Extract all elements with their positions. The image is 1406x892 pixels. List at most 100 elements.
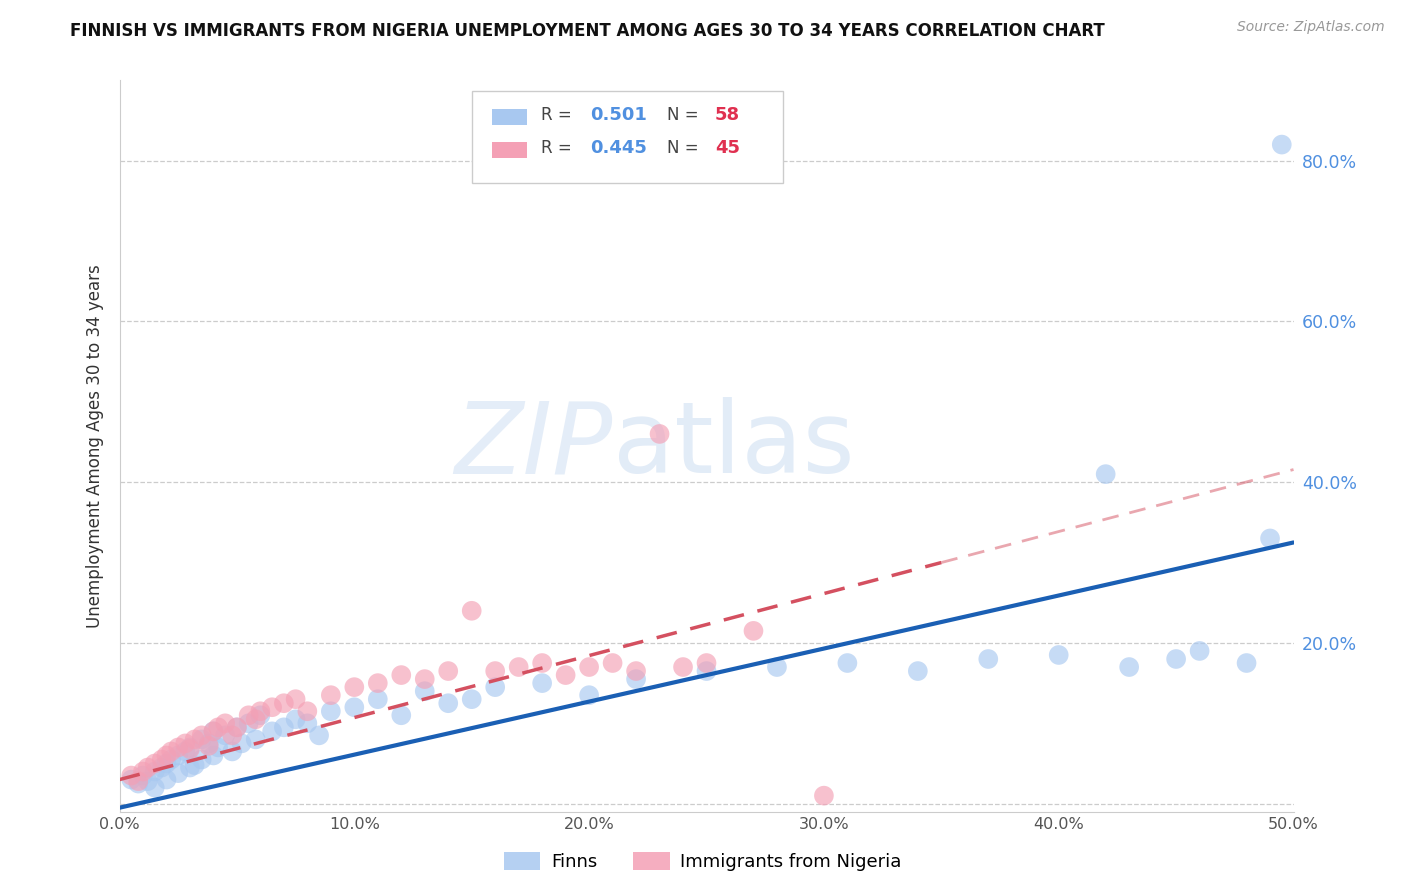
Point [136, 774, 159, 789]
Point [1258, 532, 1281, 546]
Point [1164, 652, 1187, 666]
Point [602, 656, 624, 670]
Point [132, 768, 155, 782]
Point [190, 732, 212, 747]
Point [197, 736, 219, 750]
Point [343, 700, 366, 714]
Text: ZIP: ZIP [454, 398, 613, 494]
Point [297, 704, 319, 718]
Point [837, 656, 859, 670]
Point [155, 748, 177, 763]
Point [578, 660, 600, 674]
Point [319, 688, 342, 702]
Point [202, 748, 225, 763]
Y-axis label: Unemployment Among Ages 30 to 34 years: Unemployment Among Ages 30 to 34 years [86, 264, 104, 628]
Point [367, 676, 389, 690]
Point [155, 756, 177, 771]
Point [648, 426, 671, 441]
Point [160, 744, 183, 758]
Point [179, 742, 201, 756]
Point [1236, 656, 1258, 670]
Point [1094, 467, 1116, 482]
Point [554, 668, 576, 682]
Point [245, 712, 267, 726]
Point [167, 748, 190, 763]
Point [696, 656, 718, 670]
Point [284, 692, 307, 706]
FancyBboxPatch shape [492, 109, 527, 125]
Point [225, 720, 249, 734]
Point [127, 774, 149, 789]
Point [977, 652, 1000, 666]
Point [174, 744, 197, 758]
Point [120, 772, 142, 787]
Point [297, 716, 319, 731]
Point [1188, 644, 1211, 658]
Point [766, 660, 789, 674]
Point [207, 720, 229, 734]
Point [907, 664, 929, 678]
Point [367, 692, 389, 706]
Point [249, 708, 271, 723]
Point [238, 708, 260, 723]
Point [1047, 648, 1070, 662]
Point [136, 760, 159, 774]
Point [813, 789, 835, 803]
Point [197, 739, 219, 753]
Point [190, 752, 212, 766]
Point [273, 696, 295, 710]
Point [531, 676, 554, 690]
Point [742, 624, 765, 638]
Point [202, 724, 225, 739]
Text: 58: 58 [714, 105, 740, 124]
Point [437, 664, 460, 678]
Text: Source: ZipAtlas.com: Source: ZipAtlas.com [1237, 20, 1385, 34]
Point [624, 664, 647, 678]
Text: R =: R = [541, 105, 576, 124]
Point [155, 772, 177, 787]
Point [249, 704, 271, 718]
Point [143, 764, 166, 779]
Point [308, 728, 330, 742]
Text: N =: N = [666, 138, 703, 157]
Point [262, 724, 284, 739]
Point [179, 760, 201, 774]
Point [167, 740, 190, 755]
Point [150, 760, 173, 774]
Point [508, 660, 530, 674]
Point [179, 740, 201, 755]
Point [1271, 137, 1294, 152]
FancyBboxPatch shape [492, 142, 527, 158]
Point [484, 664, 506, 678]
Point [150, 752, 173, 766]
Point [1118, 660, 1140, 674]
Text: 0.445: 0.445 [591, 138, 647, 157]
FancyBboxPatch shape [471, 91, 783, 183]
Text: R =: R = [541, 138, 576, 157]
Text: FINNISH VS IMMIGRANTS FROM NIGERIA UNEMPLOYMENT AMONG AGES 30 TO 34 YEARS CORREL: FINNISH VS IMMIGRANTS FROM NIGERIA UNEMP… [70, 22, 1105, 40]
Point [225, 720, 249, 734]
Point [672, 660, 695, 674]
Point [413, 684, 436, 698]
Point [437, 696, 460, 710]
Point [160, 752, 183, 766]
Point [202, 724, 225, 739]
Point [389, 668, 412, 682]
Point [207, 740, 229, 755]
Point [127, 776, 149, 790]
Point [183, 758, 205, 772]
Point [167, 766, 190, 780]
Point [221, 744, 243, 758]
Point [245, 732, 267, 747]
Point [389, 708, 412, 723]
Text: 0.501: 0.501 [591, 105, 647, 124]
Point [696, 664, 718, 678]
Point [531, 656, 554, 670]
Point [460, 604, 484, 618]
Point [183, 732, 205, 747]
Point [238, 716, 260, 731]
Point [460, 692, 484, 706]
Text: N =: N = [666, 105, 703, 124]
Point [231, 736, 253, 750]
Point [214, 716, 236, 731]
